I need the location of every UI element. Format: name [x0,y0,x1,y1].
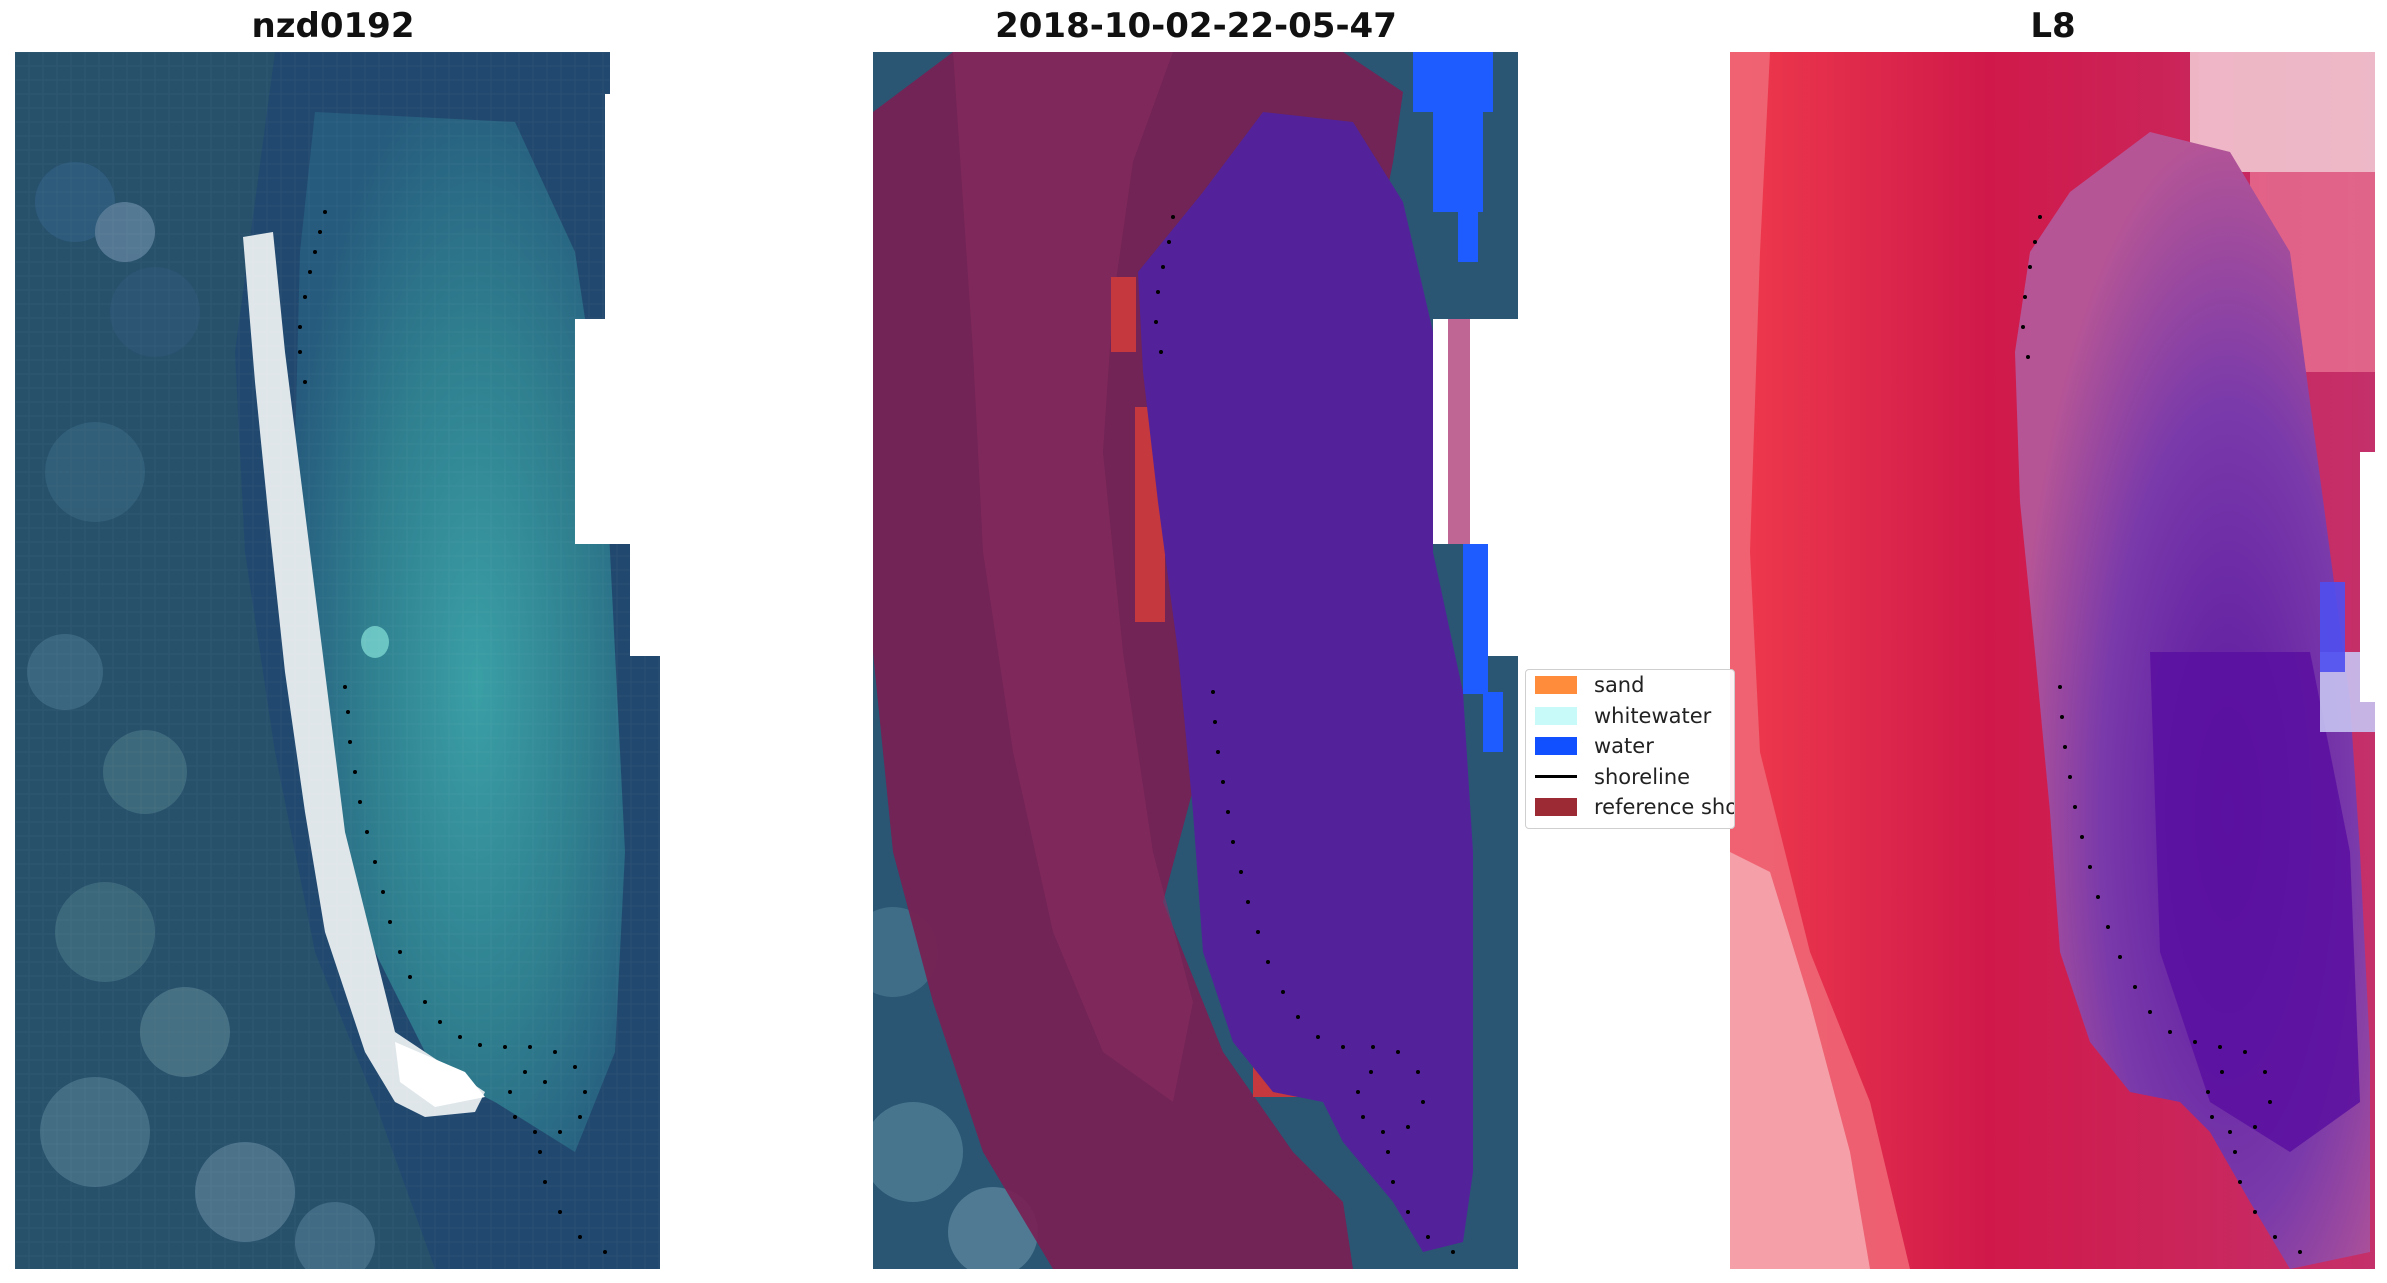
panel-title-classification: 2018-10-02-22-05-47 [995,6,1397,46]
legend-label: reference shoreline [1594,795,1734,820]
index-image [1730,52,2375,1269]
index-panel [1730,52,2375,1269]
legend-item-whitewater: whitewater [1535,701,1734,732]
rgb-image-panel [15,52,660,1269]
legend-item-shoreline: shoreline [1535,762,1734,793]
legend-label: shoreline [1594,764,1691,789]
panel-title-index: L8 [2030,6,2076,46]
legend-label: sand [1594,673,1645,698]
legend-item-sand: sand [1535,670,1734,701]
classification-panel [873,52,1518,1269]
legend-item-reference-shoreline: reference shoreline [1535,792,1734,823]
sand-swatch [1535,676,1577,695]
classification-image [873,52,1518,1269]
shoreline-dots [298,210,607,1254]
legend: sand whitewater water shoreline referenc… [1525,669,1735,829]
panel-title-rgb: nzd0192 [251,6,415,46]
shoreline-dots-3 [2021,215,2302,1254]
shoreline-dots-2 [1154,215,1455,1254]
legend-label: whitewater [1594,703,1712,728]
legend-item-water: water [1535,731,1734,762]
reference-shoreline-swatch [1535,798,1577,817]
legend-label: water [1594,734,1654,759]
rgb-image [15,52,660,1269]
whitewater-swatch [1535,706,1577,725]
water-swatch [1535,737,1577,756]
shoreline-line-swatch [1535,775,1577,779]
